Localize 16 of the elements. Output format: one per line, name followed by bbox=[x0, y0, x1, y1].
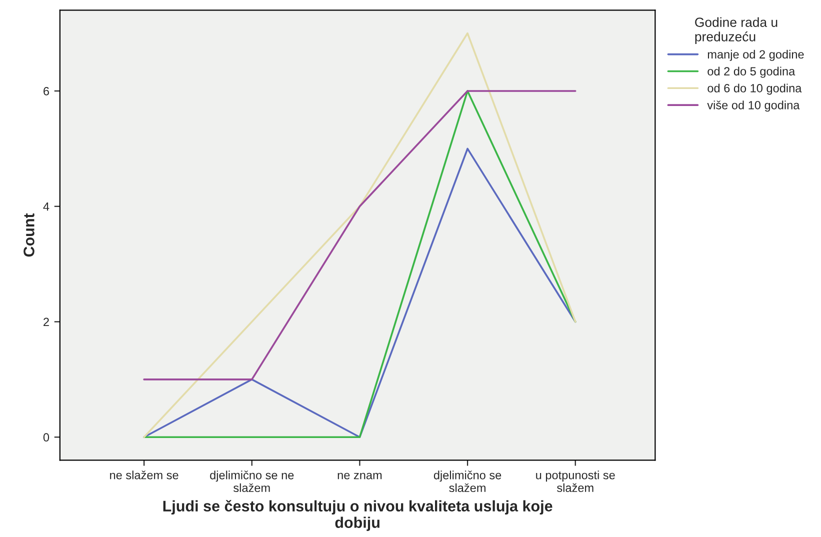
x-tick-label: u potpunosti se slažem bbox=[536, 470, 615, 492]
legend-title: Godine rada u preduzeću bbox=[695, 17, 778, 44]
legend-label: više od 10 godina bbox=[707, 100, 800, 112]
legend-label: od 6 do 10 godina bbox=[708, 84, 802, 95]
x-tick-label: ne slažem se bbox=[110, 470, 178, 480]
legend-label: od 2 do 5 godina bbox=[708, 66, 796, 78]
y-tick-label: 6 bbox=[44, 87, 49, 96]
x-tick-label: djelimično se slažem bbox=[434, 470, 502, 492]
y-axis-title: Count bbox=[24, 213, 34, 257]
x-tick-label: djelimično se ne slažem bbox=[210, 470, 294, 492]
y-tick-label: 0 bbox=[43, 433, 50, 442]
x-tick-label: ne znam bbox=[338, 472, 382, 480]
legend-label: manje od 2 godine bbox=[708, 50, 804, 61]
y-tick-label: 2 bbox=[44, 318, 49, 326]
y-tick-label: 4 bbox=[43, 202, 50, 211]
x-axis-title: Ljudi se često konsultuju o nivou kvaliteta usluja koje dobiju bbox=[163, 500, 552, 531]
